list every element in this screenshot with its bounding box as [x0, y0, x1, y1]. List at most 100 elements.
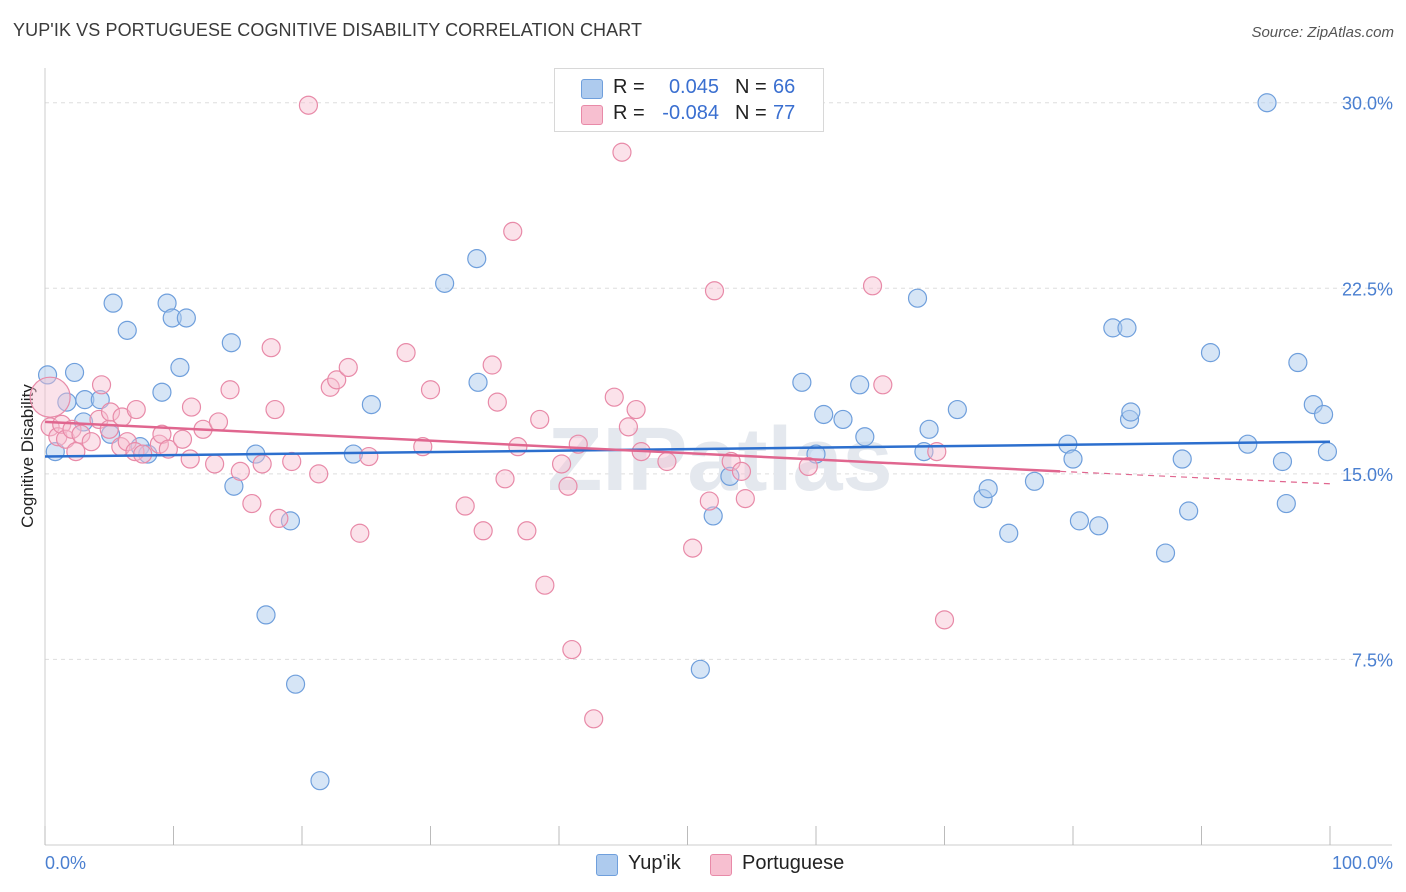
data-point-portuguese: [172, 429, 193, 449]
data-point-portuguese: [298, 95, 319, 115]
data-point-portuguese: [117, 432, 137, 452]
data-point-portuguese: [91, 375, 112, 395]
data-point-yupik: [833, 409, 853, 430]
trend-line-portuguese: [44, 420, 1061, 473]
data-point-portuguese: [181, 397, 202, 417]
data-point-yupik: [850, 375, 870, 395]
n-label: N =: [735, 76, 767, 98]
data-point-yupik: [467, 249, 487, 269]
data-point-portuguese: [584, 709, 604, 729]
data-point-portuguese: [269, 508, 289, 529]
data-point-portuguese: [420, 380, 441, 400]
data-point-yupik: [1069, 511, 1090, 531]
data-point-portuguese: [798, 456, 818, 477]
data-point-yupik: [919, 419, 939, 439]
data-point-yupik: [814, 404, 834, 425]
data-point-portuguese: [487, 392, 507, 412]
data-point-yupik: [73, 412, 94, 432]
data-point-yupik: [1179, 501, 1199, 521]
n-value: 66: [773, 76, 796, 98]
data-point-portuguese: [535, 575, 555, 595]
x-tick-label: 0.0%: [45, 853, 86, 873]
data-point-yupik: [1063, 449, 1083, 469]
data-point-yupik: [256, 605, 276, 625]
data-point-portuguese: [359, 446, 379, 467]
data-point-portuguese: [873, 375, 893, 395]
y-axis-label: Cognitive Disability: [18, 384, 37, 528]
data-point-portuguese: [282, 451, 302, 472]
data-point-portuguese: [265, 399, 285, 420]
legend-swatch-portuguese: [581, 105, 603, 125]
data-point-portuguese: [683, 538, 703, 558]
data-point-yupik: [1200, 343, 1221, 363]
data-point-yupik: [1313, 404, 1334, 425]
grid-lines: [45, 102, 1392, 660]
data-point-yupik: [280, 511, 301, 531]
data-point-yupik: [1276, 493, 1296, 514]
data-point-portuguese: [503, 221, 523, 241]
data-point-yupik: [285, 674, 306, 694]
data-point-yupik: [170, 357, 190, 378]
data-point-portuguese: [309, 464, 329, 484]
data-point-yupik: [221, 333, 241, 353]
data-point-yupik: [64, 362, 85, 383]
data-point-portuguese: [66, 442, 86, 462]
data-point-portuguese: [862, 276, 883, 296]
data-point-portuguese-large: [29, 376, 71, 418]
x-tick-label: 100.0%: [1332, 853, 1393, 873]
y-tick-label: 30.0%: [1342, 94, 1393, 114]
data-point-portuguese: [657, 451, 677, 472]
data-point-portuguese: [699, 491, 719, 511]
data-point-yupik: [1172, 449, 1192, 469]
data-point-portuguese: [508, 437, 528, 457]
data-point-yupik: [792, 372, 812, 392]
data-point-portuguese: [205, 454, 225, 474]
data-point-portuguese: [350, 523, 370, 543]
data-point-portuguese: [71, 424, 91, 444]
series-yupik: [37, 93, 1338, 791]
r-value: -0.084: [662, 102, 719, 124]
data-point-portuguese: [230, 461, 250, 481]
data-point-portuguese: [517, 521, 537, 541]
correlation-legend: R = 0.045 N = 66 R = -0.084 N = 77: [554, 68, 824, 132]
y-tick-label: 15.0%: [1342, 465, 1393, 485]
legend-swatch-yupik: [596, 854, 618, 876]
data-point-yupik: [1288, 352, 1308, 373]
data-point-portuguese: [327, 370, 347, 390]
data-point-portuguese: [338, 357, 358, 378]
data-point-yupik: [117, 320, 137, 340]
source-credit: Source: ZipAtlas.com: [1251, 24, 1394, 41]
data-point-portuguese: [261, 338, 281, 358]
n-value: 77: [773, 102, 796, 124]
data-point-portuguese: [618, 417, 638, 437]
r-value: 0.045: [668, 76, 719, 98]
data-point-portuguese: [396, 343, 416, 363]
data-point-portuguese: [55, 429, 76, 449]
data-point-portuguese: [133, 444, 153, 464]
data-point-portuguese: [126, 399, 146, 420]
data-point-portuguese: [558, 476, 578, 496]
data-point-portuguese: [612, 142, 632, 162]
data-point-portuguese: [252, 454, 272, 474]
y-tick-labels: 7.5% 15.0% 22.5% 30.0%: [1342, 94, 1393, 671]
data-point-portuguese: [721, 451, 741, 472]
data-point-portuguese: [704, 281, 725, 301]
data-point-portuguese: [455, 496, 475, 516]
data-point-yupik: [855, 427, 875, 447]
data-point-yupik: [720, 466, 740, 486]
trend-line-yupik: [44, 440, 1331, 458]
data-point-yupik: [1117, 318, 1137, 338]
x-tick-labels: 0.0% 100.0%: [45, 853, 1393, 873]
r-label: R =: [613, 102, 645, 124]
series-legend: Yup'ik Portuguese: [0, 852, 1406, 878]
data-point-yupik: [1121, 402, 1141, 422]
series-portuguese: [29, 95, 955, 729]
legend-swatch-yupik: [581, 79, 603, 99]
data-point-yupik: [907, 288, 928, 308]
data-point-yupik: [690, 659, 710, 679]
data-point-portuguese: [626, 399, 646, 420]
data-point-yupik: [1272, 451, 1293, 472]
data-point-portuguese: [735, 489, 755, 509]
data-point-yupik: [361, 394, 381, 415]
